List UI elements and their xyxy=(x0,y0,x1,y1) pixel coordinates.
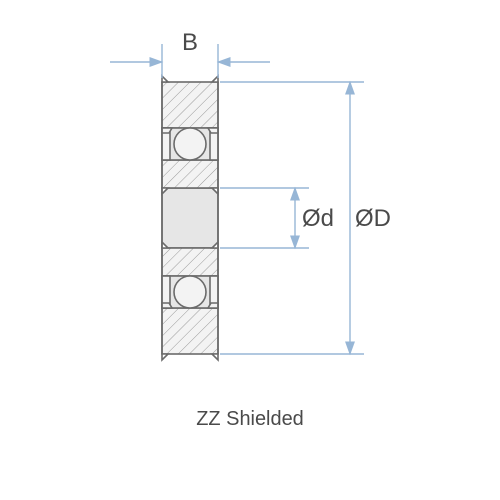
dimension-label: Ød xyxy=(302,205,334,232)
bearing-diagram-canvas: B Ød ØD ZZ Shielded xyxy=(0,0,500,500)
dimension-label: ØD xyxy=(355,205,391,232)
diagram-caption: ZZ Shielded xyxy=(0,408,500,431)
dimension-label: B xyxy=(182,29,198,56)
